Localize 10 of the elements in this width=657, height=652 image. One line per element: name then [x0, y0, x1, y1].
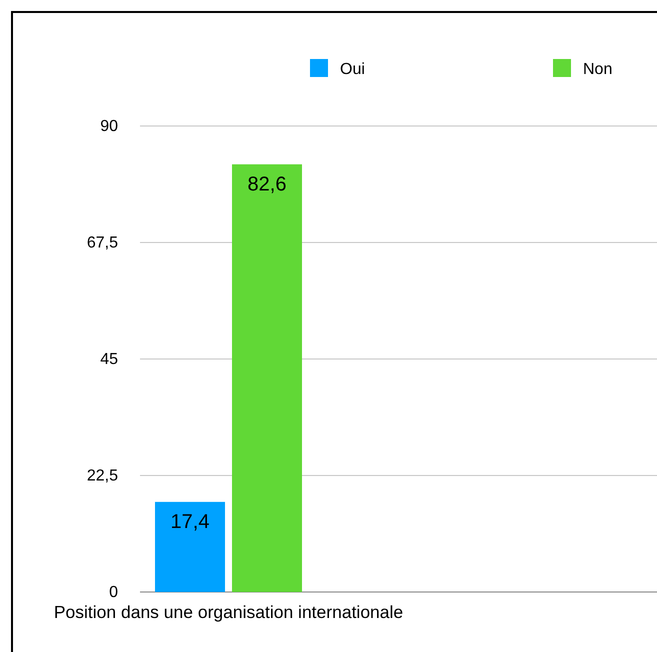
- y-tick-label: 45: [100, 351, 118, 368]
- y-tick-label: 67,5: [86, 234, 118, 252]
- data-label: 17,4: [170, 510, 210, 533]
- y-tick-label: 22,5: [86, 468, 118, 485]
- legend-label: Non: [583, 61, 612, 78]
- legend-label: Oui: [340, 61, 365, 78]
- x-tick-label: Position dans une organisation internationale: [54, 602, 404, 622]
- y-tick-label: 90: [100, 118, 118, 136]
- y-tick-label: 0: [109, 584, 118, 602]
- data-label: 82,6: [248, 173, 286, 196]
